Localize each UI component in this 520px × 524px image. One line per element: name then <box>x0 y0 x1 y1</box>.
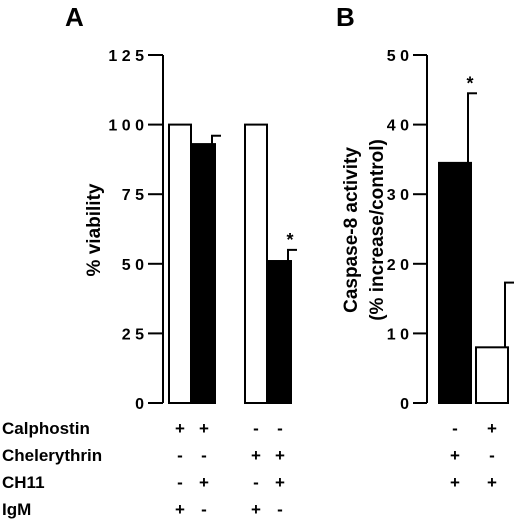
significance-marker: * <box>286 230 293 250</box>
condition-sign: - <box>277 500 283 519</box>
condition-sign: + <box>487 473 497 492</box>
bar <box>475 346 509 405</box>
y-tick-label: 2 0 <box>387 257 409 274</box>
condition-label: CH11 <box>2 473 45 492</box>
condition-label: Calphostin <box>2 419 90 438</box>
y-tick-label: 3 0 <box>387 187 409 204</box>
y-tick-label: 4 0 <box>387 118 409 135</box>
condition-label: Chelerythrin <box>2 446 102 465</box>
condition-sign: + <box>175 419 185 438</box>
panel-b-ylabel-line2: (% increase/control) <box>367 139 388 321</box>
y-tick-label: 0 <box>135 396 144 413</box>
y-tick-label: 5 0 <box>122 257 144 274</box>
conditions-table: Calphostin + + - - - +Chelerythrin - - + + + -CH11- +… <box>2 419 497 519</box>
y-tick-label: 5 0 <box>387 48 409 65</box>
condition-label: IgM <box>2 500 31 519</box>
condition-sign: - <box>253 419 259 438</box>
bar <box>244 123 268 404</box>
condition-sign: - <box>253 473 259 492</box>
condition-sign: + <box>199 419 209 438</box>
condition-sign: + <box>450 473 460 492</box>
condition-sign: - <box>201 500 207 519</box>
condition-sign: + <box>275 446 285 465</box>
condition-sign: + <box>450 446 460 465</box>
y-tick-label: 1 0 0 <box>108 118 144 135</box>
panel-a-ylabel: % viability <box>84 183 105 276</box>
panel-a-letter: A <box>65 2 84 32</box>
y-tick-label: 2 5 <box>122 326 144 343</box>
condition-sign: - <box>452 419 458 438</box>
bar <box>438 161 472 404</box>
condition-sign: + <box>487 419 497 438</box>
condition-sign: - <box>177 446 183 465</box>
y-tick-label: 1 2 5 <box>108 48 144 65</box>
condition-sign: - <box>489 446 495 465</box>
condition-sign: - <box>201 446 207 465</box>
condition-sign: - <box>277 419 283 438</box>
y-tick-label: 7 5 <box>122 187 144 204</box>
condition-sign: + <box>251 446 261 465</box>
bar <box>192 143 216 404</box>
condition-sign: + <box>275 473 285 492</box>
significance-marker: * <box>466 73 473 93</box>
panel-a: A % viability 0 2 5 5 0 7 5 1 0 0 1 2 5 * <box>65 2 297 413</box>
panel-b: B Caspase-8 activity (% increase/control… <box>336 2 514 413</box>
panel-b-ylabel-line1: Caspase-8 activity <box>341 147 362 313</box>
condition-sign: - <box>177 473 183 492</box>
y-tick-label: 0 <box>400 396 409 413</box>
condition-sign: + <box>199 473 209 492</box>
bar <box>268 260 292 404</box>
condition-sign: + <box>175 500 185 519</box>
y-tick-label: 1 0 <box>387 326 409 343</box>
panel-b-letter: B <box>336 2 355 32</box>
condition-sign: + <box>251 500 261 519</box>
bar <box>168 123 192 404</box>
